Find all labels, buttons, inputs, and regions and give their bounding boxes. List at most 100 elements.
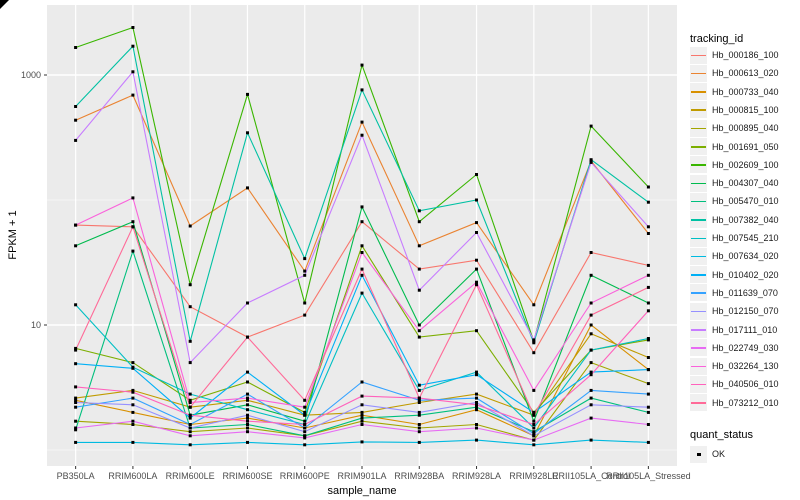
data-point bbox=[589, 388, 593, 392]
data-point bbox=[646, 225, 650, 229]
data-point bbox=[246, 186, 249, 190]
color-line-icon bbox=[691, 182, 706, 185]
legend-label: Hb_017111_010 bbox=[712, 324, 778, 335]
legend-label: Hb_000186_100 bbox=[712, 50, 779, 60]
data-point bbox=[246, 131, 249, 135]
data-point bbox=[475, 283, 478, 287]
data-point bbox=[303, 273, 307, 277]
color-line-icon bbox=[691, 292, 706, 294]
data-point bbox=[360, 416, 364, 420]
data-point bbox=[74, 440, 78, 444]
data-point bbox=[417, 323, 421, 327]
color-line-icon bbox=[691, 383, 706, 386]
data-point bbox=[360, 120, 364, 124]
data-point bbox=[646, 200, 650, 204]
data-point bbox=[188, 430, 192, 434]
data-point bbox=[131, 225, 135, 229]
data-point bbox=[417, 335, 421, 339]
legend-entry: Hb_073212_010 bbox=[690, 394, 779, 412]
data-point bbox=[246, 370, 249, 374]
legend-entry: Hb_000186_100 bbox=[690, 46, 779, 64]
color-line-icon bbox=[691, 72, 706, 75]
x-tick-label: RRII105LA_Stressed bbox=[606, 471, 691, 481]
data-point bbox=[360, 419, 364, 423]
data-point bbox=[475, 405, 478, 409]
data-point bbox=[532, 413, 536, 417]
x-tick-label: RRIM600LA bbox=[108, 471, 158, 481]
data-point bbox=[246, 301, 249, 305]
data-point bbox=[360, 423, 364, 426]
data-point bbox=[246, 392, 249, 396]
data-point bbox=[246, 335, 249, 339]
data-point bbox=[475, 329, 478, 333]
legend-key bbox=[690, 229, 707, 247]
data-point bbox=[589, 361, 593, 365]
color-line-icon bbox=[691, 109, 706, 111]
data-point bbox=[646, 301, 650, 305]
legend-key bbox=[690, 339, 707, 357]
data-point bbox=[246, 430, 249, 434]
data-point bbox=[74, 428, 78, 432]
data-point bbox=[589, 301, 593, 305]
data-point bbox=[532, 338, 536, 342]
data-point bbox=[246, 408, 249, 412]
y-axis-title: FPKM + 1 bbox=[7, 210, 19, 260]
data-point bbox=[589, 416, 593, 420]
data-point bbox=[131, 26, 135, 29]
data-point bbox=[188, 416, 192, 420]
data-point bbox=[131, 44, 135, 48]
legend-key bbox=[690, 302, 707, 320]
data-point bbox=[532, 419, 536, 423]
data-point bbox=[303, 405, 307, 409]
legend-entry: Hb_004307_040 bbox=[690, 174, 779, 192]
legend-entry: Hb_040506_010 bbox=[690, 375, 779, 393]
data-point bbox=[646, 185, 650, 189]
data-point bbox=[188, 426, 192, 430]
data-point bbox=[246, 423, 249, 426]
legend-label: Hb_073212_010 bbox=[712, 397, 779, 408]
legend-entry: Hb_000613_020 bbox=[690, 64, 779, 82]
data-point bbox=[417, 267, 421, 271]
data-point bbox=[188, 361, 192, 365]
data-point bbox=[188, 398, 192, 402]
data-point bbox=[74, 396, 78, 400]
color-line-icon bbox=[691, 237, 706, 240]
data-point bbox=[589, 313, 593, 317]
legend-title-tracking-id: tracking_id bbox=[690, 33, 744, 45]
color-line-icon bbox=[691, 274, 706, 276]
legend-entry: Hb_010402_020 bbox=[690, 266, 779, 284]
data-point bbox=[188, 401, 192, 404]
data-point bbox=[646, 405, 650, 409]
x-tick-label: RRIM928BA bbox=[394, 471, 445, 481]
data-point bbox=[646, 356, 650, 359]
data-point bbox=[360, 244, 364, 248]
data-point bbox=[74, 426, 78, 430]
legend-label: Hb_007634_020 bbox=[712, 251, 779, 262]
data-point bbox=[131, 388, 135, 392]
data-point bbox=[246, 416, 249, 420]
data-point bbox=[589, 370, 593, 374]
data-point bbox=[475, 231, 478, 234]
data-point bbox=[589, 438, 593, 442]
data-point bbox=[246, 92, 249, 96]
legend-label: Hb_010402_020 bbox=[712, 269, 779, 280]
color-line-icon bbox=[691, 54, 706, 57]
data-point bbox=[532, 443, 536, 447]
legend-key bbox=[690, 394, 707, 412]
data-point bbox=[360, 88, 364, 92]
legend-key bbox=[690, 247, 707, 265]
data-point bbox=[417, 244, 421, 248]
data-point bbox=[303, 423, 307, 426]
data-point bbox=[303, 313, 307, 317]
data-point bbox=[589, 348, 593, 352]
data-point bbox=[475, 438, 478, 442]
data-point bbox=[74, 118, 78, 122]
data-point bbox=[188, 423, 192, 426]
data-point bbox=[303, 419, 307, 423]
legend-key bbox=[690, 156, 707, 174]
y-tick-label: 1000 bbox=[20, 70, 41, 80]
data-point bbox=[246, 398, 249, 402]
data-point bbox=[475, 396, 478, 400]
data-point bbox=[646, 309, 650, 313]
color-line-icon bbox=[691, 91, 706, 93]
